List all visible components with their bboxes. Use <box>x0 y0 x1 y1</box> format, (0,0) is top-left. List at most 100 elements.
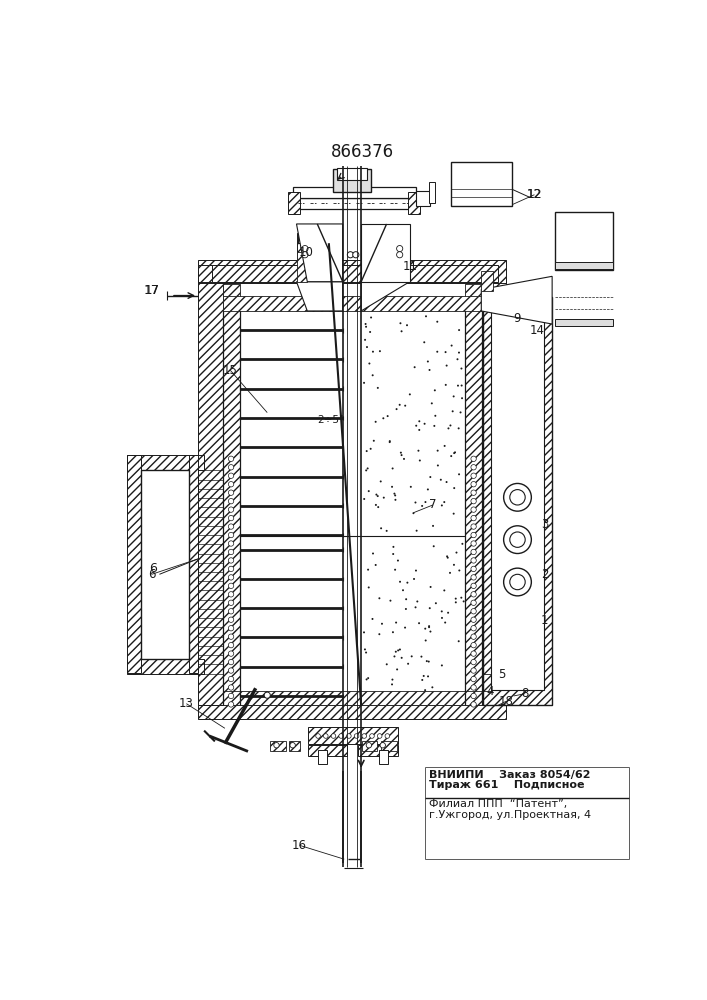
Text: 9: 9 <box>514 312 521 325</box>
Circle shape <box>443 589 445 591</box>
Bar <box>296 233 313 262</box>
Circle shape <box>417 450 419 452</box>
Circle shape <box>471 498 477 504</box>
Text: 1: 1 <box>541 614 548 627</box>
Circle shape <box>302 246 308 252</box>
Circle shape <box>366 678 368 680</box>
Circle shape <box>471 465 477 470</box>
Circle shape <box>503 526 532 554</box>
Bar <box>288 192 300 214</box>
Circle shape <box>410 486 411 488</box>
Circle shape <box>228 515 234 521</box>
Circle shape <box>414 366 416 368</box>
Circle shape <box>363 498 366 500</box>
Bar <box>198 705 506 719</box>
Circle shape <box>471 583 477 589</box>
Circle shape <box>367 569 369 571</box>
Circle shape <box>429 476 431 478</box>
Text: 11: 11 <box>402 260 417 273</box>
Circle shape <box>366 743 372 748</box>
Circle shape <box>445 351 447 353</box>
Circle shape <box>363 382 365 384</box>
Circle shape <box>392 467 394 469</box>
Circle shape <box>228 659 234 665</box>
Circle shape <box>364 339 366 341</box>
Circle shape <box>228 685 234 690</box>
Circle shape <box>228 609 234 614</box>
Circle shape <box>397 246 403 252</box>
Circle shape <box>406 324 408 326</box>
Circle shape <box>424 628 426 630</box>
Circle shape <box>368 586 370 588</box>
Circle shape <box>228 456 234 461</box>
Bar <box>481 271 493 291</box>
Circle shape <box>424 501 426 503</box>
Bar <box>483 297 552 705</box>
Circle shape <box>228 532 234 538</box>
Circle shape <box>453 487 455 489</box>
Bar <box>198 282 223 705</box>
Circle shape <box>228 642 234 648</box>
Bar <box>555 262 613 269</box>
Circle shape <box>419 420 421 422</box>
Text: 17: 17 <box>144 284 159 297</box>
Polygon shape <box>296 282 343 311</box>
Text: ВНИИПИ    Заказ 8054/62: ВНИИПИ Заказ 8054/62 <box>429 770 590 780</box>
Circle shape <box>370 448 372 450</box>
Text: 17: 17 <box>144 284 160 297</box>
Text: 16: 16 <box>292 839 307 852</box>
Circle shape <box>434 415 436 417</box>
Circle shape <box>427 488 429 490</box>
Polygon shape <box>361 282 409 311</box>
Circle shape <box>385 734 390 738</box>
Circle shape <box>471 617 477 622</box>
Circle shape <box>416 530 418 532</box>
Circle shape <box>471 693 477 699</box>
Circle shape <box>445 365 448 367</box>
Circle shape <box>378 597 380 599</box>
Circle shape <box>471 566 477 572</box>
Circle shape <box>375 564 377 566</box>
Circle shape <box>404 405 407 407</box>
Circle shape <box>228 676 234 682</box>
Text: 8: 8 <box>522 687 529 700</box>
Circle shape <box>399 322 402 324</box>
Text: 13: 13 <box>179 697 194 710</box>
Bar <box>127 455 204 470</box>
Bar <box>408 192 420 214</box>
Circle shape <box>367 467 368 469</box>
Circle shape <box>228 490 234 495</box>
Circle shape <box>471 659 477 665</box>
Circle shape <box>399 404 401 406</box>
Circle shape <box>397 649 399 651</box>
Bar <box>379 750 388 764</box>
Circle shape <box>228 558 234 563</box>
Circle shape <box>447 612 449 614</box>
Circle shape <box>423 423 426 425</box>
Circle shape <box>510 574 525 590</box>
Circle shape <box>395 499 397 501</box>
Bar <box>393 225 407 243</box>
Circle shape <box>380 480 382 482</box>
Circle shape <box>452 395 455 397</box>
Circle shape <box>228 482 234 487</box>
Circle shape <box>431 686 433 688</box>
Circle shape <box>404 627 406 629</box>
Circle shape <box>391 486 393 488</box>
Circle shape <box>452 410 454 412</box>
Circle shape <box>396 668 398 670</box>
Circle shape <box>377 387 379 389</box>
Circle shape <box>453 564 455 566</box>
Bar <box>223 296 482 311</box>
Circle shape <box>363 631 365 633</box>
Circle shape <box>402 589 404 591</box>
Circle shape <box>362 734 366 738</box>
Circle shape <box>228 693 234 699</box>
Circle shape <box>441 664 443 666</box>
Circle shape <box>228 549 234 555</box>
Circle shape <box>430 586 431 588</box>
Circle shape <box>471 609 477 614</box>
Circle shape <box>431 402 433 404</box>
Circle shape <box>428 626 430 628</box>
Circle shape <box>228 651 234 656</box>
